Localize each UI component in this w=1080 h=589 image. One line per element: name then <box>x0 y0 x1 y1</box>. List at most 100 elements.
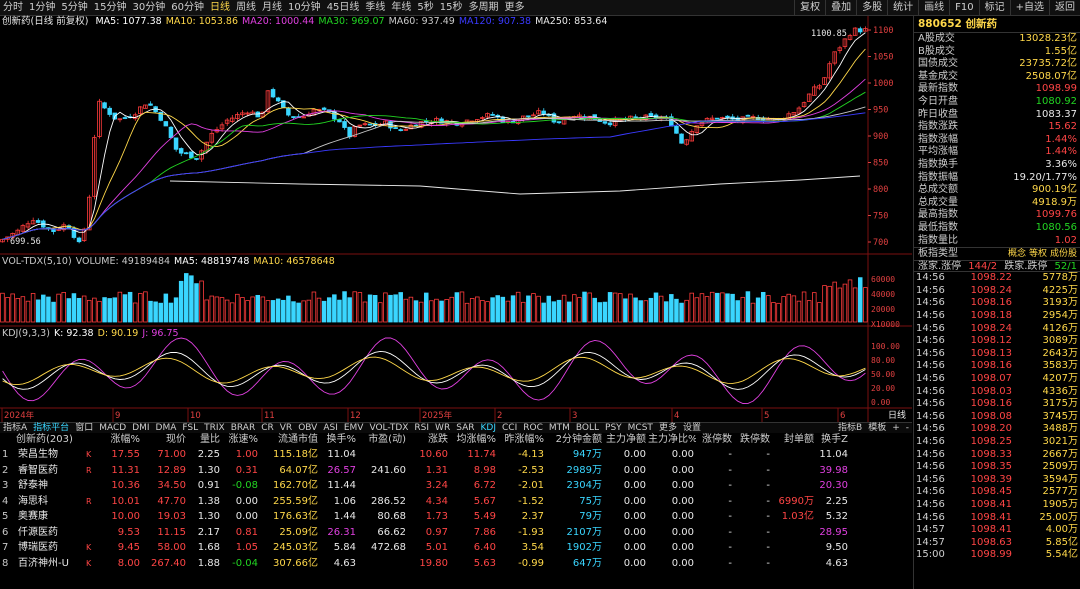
candle-body <box>107 107 112 115</box>
column-header[interactable]: 市盈(动) <box>368 434 406 445</box>
stock-name[interactable]: 海思科 <box>18 495 48 507</box>
stock-name[interactable]: 睿智医药 <box>18 464 58 476</box>
period-tab[interactable]: 10分钟 <box>287 1 321 13</box>
table-row[interactable]: 2 睿智医药 R 11.31 12.89 1.30 0.31 64.07亿 26.57 241.6… <box>0 463 912 479</box>
indicator-tab[interactable]: FSL <box>182 423 199 433</box>
toolbar-button[interactable]: 复权 <box>794 0 825 16</box>
column-header[interactable]: 创新药(203) <box>16 434 73 445</box>
stock-name[interactable]: 百济神州-U <box>18 557 69 569</box>
indicator-tab[interactable]: CR <box>261 423 274 433</box>
period-tab[interactable]: 多周期 <box>468 1 499 13</box>
period-tab[interactable]: 5秒 <box>417 1 434 13</box>
toolbar-button[interactable]: F10 <box>949 0 978 16</box>
toolbar-button[interactable]: 多股 <box>856 0 887 16</box>
chart-area[interactable]: 1100 1050 1000 950 900 850 800 750 700 60000 40000… <box>0 16 912 422</box>
period-tab[interactable]: 年线 <box>391 1 412 13</box>
indicator-tab[interactable]: VR <box>279 423 293 433</box>
indicator-tab[interactable]: 窗口 <box>75 423 94 433</box>
indicator-tab[interactable]: CCI <box>502 423 518 433</box>
toolbar-button[interactable]: 画线 <box>918 0 949 16</box>
period-tab[interactable]: 15分钟 <box>93 1 127 13</box>
table-row[interactable]: 7 博瑞医药 K 9.45 58.00 1.68 1.05 245.03亿 5.84 472.68… <box>0 540 912 556</box>
column-header[interactable]: 流通市值 <box>278 434 318 445</box>
stock-name[interactable]: 荣昌生物 <box>18 449 58 460</box>
column-header[interactable]: 涨跌 <box>428 434 448 445</box>
indicator-tab[interactable]: OBV <box>298 423 318 433</box>
indicator-tab[interactable]: ASI <box>323 423 338 433</box>
toolbar-button[interactable]: 标记 <box>978 0 1010 16</box>
indicator-tab[interactable]: MACD <box>99 423 127 433</box>
indicator-tab[interactable]: VOL-TDX <box>369 423 409 433</box>
indicator-tab[interactable]: DMI <box>132 423 150 433</box>
indicator-tab[interactable]: KDJ <box>480 423 497 433</box>
column-header[interactable]: 2分钟金额 <box>555 434 602 445</box>
indicator-tab[interactable]: 指标A <box>3 423 28 433</box>
period-tab[interactable]: 30分钟 <box>132 1 166 13</box>
column-header[interactable]: 主力净比% <box>648 434 696 445</box>
board-type-tag[interactable]: 概念 <box>1007 249 1026 260</box>
board-type-tag[interactable]: 成份股 <box>1049 249 1077 260</box>
indicator-tab[interactable]: PSY <box>605 423 622 433</box>
table-row[interactable]: 5 奥赛康 10.00 19.03 1.30 0.00 176.63亿 1.44 80.68 1.… <box>0 509 912 525</box>
toolbar-button[interactable]: 返回 <box>1049 0 1080 16</box>
indicator-tab[interactable]: ROC <box>523 423 543 433</box>
stock-name[interactable]: 博瑞医药 <box>18 542 58 553</box>
stock-name[interactable]: 奥赛康 <box>18 511 48 522</box>
column-header[interactable]: 封单额 <box>784 434 814 445</box>
column-header[interactable]: 涨速% <box>228 434 258 445</box>
row-index: 7 <box>2 542 9 553</box>
stock-name[interactable]: 舒泰神 <box>18 480 48 491</box>
period-tab[interactable]: 15秒 <box>439 1 463 13</box>
column-header[interactable]: 量比 <box>200 434 220 445</box>
column-header[interactable]: 涨停数 <box>702 434 732 445</box>
period-tab[interactable]: 更多 <box>504 1 525 13</box>
indicator-tab-right[interactable]: 模板 <box>868 423 887 433</box>
indicator-tab[interactable]: BRAR <box>230 423 256 433</box>
toolbar-button[interactable]: 叠加 <box>825 0 856 16</box>
period-tab[interactable]: 月线 <box>261 1 282 13</box>
indicator-tab[interactable]: 更多 <box>658 423 677 433</box>
indicator-tab[interactable]: WR <box>435 423 451 433</box>
table-row[interactable]: 6 仟源医药 9.53 11.15 2.17 0.81 25.09亿 26.31 66.62 0.… <box>0 525 912 541</box>
candle-body <box>827 63 832 79</box>
toolbar-button[interactable]: +自选 <box>1009 0 1049 16</box>
period-tab[interactable]: 分时 <box>3 1 23 13</box>
toolbar-button[interactable]: 统计 <box>887 0 918 16</box>
period-tab[interactable]: 45日线 <box>326 1 360 13</box>
board-type-tag[interactable]: 等权 <box>1028 249 1047 260</box>
column-header[interactable]: 换手Z <box>821 434 848 445</box>
table-row[interactable]: 1 荣昌生物 K 17.55 71.00 2.25 1.00 115.18亿 11.04 10.6… <box>0 447 912 463</box>
column-header[interactable]: 跌停数 <box>740 434 770 445</box>
table-row[interactable]: 8 百济神州-U K 8.00 267.40 1.88 -0.04 307.66亿 4.63 19… <box>0 556 912 572</box>
period-tab[interactable]: 1分钟 <box>29 1 56 13</box>
indicator-tab[interactable]: MCST <box>627 423 653 433</box>
period-tab[interactable]: 季线 <box>365 1 386 13</box>
column-header[interactable]: 主力净额 <box>606 434 646 445</box>
indicator-tab-right[interactable]: - <box>905 423 909 433</box>
table-row[interactable]: 3 舒泰神 10.36 34.50 0.91 -0.08 162.70亿 11.44 3.24 6… <box>0 478 912 494</box>
indicator-tab[interactable]: BOLL <box>575 423 600 433</box>
column-header[interactable]: 均涨幅% <box>456 434 496 445</box>
table-cell: 5.84 <box>333 542 356 553</box>
indicator-tab[interactable]: 设置 <box>682 423 701 433</box>
period-tab[interactable]: 日线 <box>209 1 230 13</box>
indicator-tab[interactable]: RSI <box>414 423 430 433</box>
indicator-tab[interactable]: TRIX <box>204 423 225 433</box>
indicator-tab[interactable]: DMA <box>155 423 177 433</box>
column-header[interactable]: 换手% <box>326 434 356 445</box>
column-header[interactable]: 现价 <box>166 434 186 445</box>
indicator-tab[interactable]: 指标平台 <box>33 423 70 433</box>
period-tab[interactable]: 周线 <box>235 1 256 13</box>
column-header[interactable]: 涨幅% <box>110 434 140 445</box>
table-row[interactable]: 4 海思科 R 10.01 47.70 1.38 0.00 255.59亿 1.06 286.52… <box>0 494 912 510</box>
indicator-tab[interactable]: EMV <box>343 423 364 433</box>
indicator-tab[interactable]: MTM <box>548 423 570 433</box>
column-header[interactable]: 昨涨幅% <box>504 434 544 445</box>
stock-name[interactable]: 仟源医药 <box>18 526 58 538</box>
indicator-tab-right[interactable]: + <box>892 423 900 433</box>
period-tab[interactable]: 5分钟 <box>61 1 88 13</box>
chart-canvas[interactable]: 1100 1050 1000 950 900 850 800 750 700 60000 40000… <box>0 16 912 422</box>
period-tab[interactable]: 60分钟 <box>171 1 204 13</box>
indicator-tab[interactable]: SAR <box>456 423 475 433</box>
indicator-tab-right[interactable]: 指标B <box>838 423 863 433</box>
